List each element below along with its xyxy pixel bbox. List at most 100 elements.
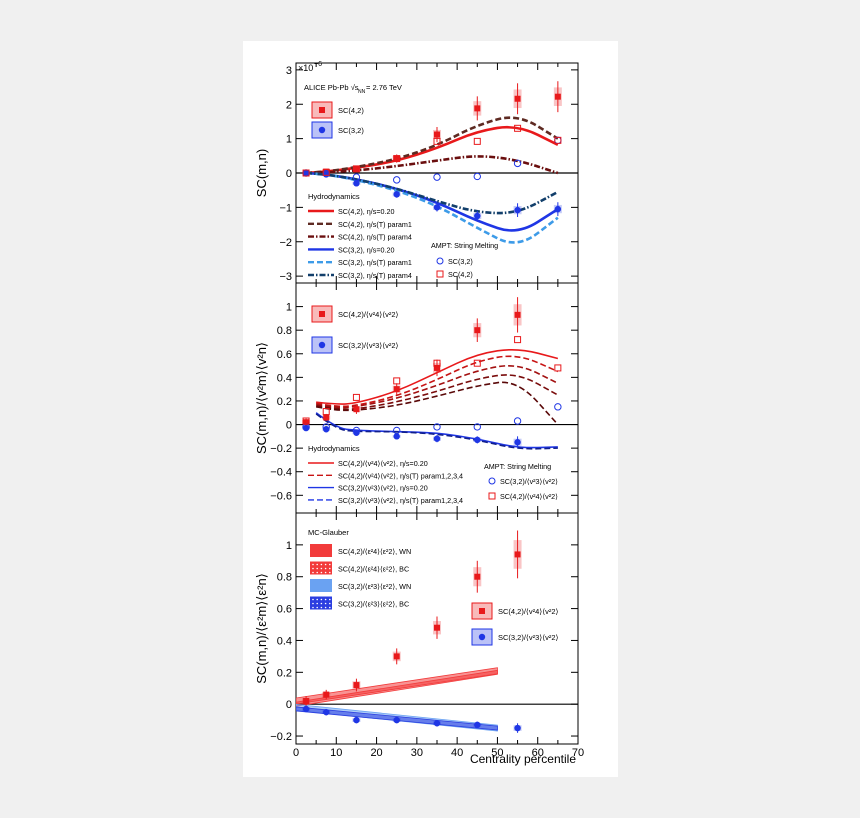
data-point xyxy=(434,364,440,371)
ampt-point xyxy=(433,137,441,145)
data-point xyxy=(353,682,360,689)
legend-swatch-dot xyxy=(312,598,314,601)
ampt-point xyxy=(322,408,330,416)
y-tick-label: −1 xyxy=(279,202,292,214)
data-point xyxy=(433,204,441,211)
ampt-point xyxy=(554,403,562,411)
legend-swatch-dot xyxy=(312,602,314,605)
legend-swatch-dot xyxy=(316,598,318,601)
y-tick-label: 2 xyxy=(286,99,292,111)
ampt-point xyxy=(322,423,330,431)
legend-label: SC(4,2), η/s=0.20 xyxy=(338,207,395,216)
data-point xyxy=(353,429,360,436)
ampt-point xyxy=(513,417,522,425)
panel-header: ALICE Pb-Pb √s xyxy=(304,83,359,92)
legend-label: SC(4,2)/⟨v²4⟩⟨v²2⟩, η/s(T) param1,2,3,4 xyxy=(338,471,463,480)
y-tick-label: 0.4 xyxy=(277,372,292,384)
ampt-point xyxy=(433,173,441,181)
data-point xyxy=(474,105,481,112)
legend-label: SC(3,2), η/s(T) param4 xyxy=(338,271,412,280)
data-point xyxy=(474,327,481,334)
data-point xyxy=(554,205,562,213)
legend-label: SC(4,2), η/s(T) param4 xyxy=(338,233,412,242)
legend-marker xyxy=(436,257,444,265)
x-tick-label: 0 xyxy=(293,747,299,759)
legend-title: Hydrodynamics xyxy=(308,192,360,201)
data-point xyxy=(514,311,521,318)
legend-marker xyxy=(478,633,486,641)
y-axis-label: SC(m,n)/⟨ε²m⟩⟨ε²n⟩ xyxy=(254,573,269,684)
data-point xyxy=(303,697,310,704)
legend-swatch-dot xyxy=(320,563,323,566)
legend-title: AMPT: String Melting xyxy=(431,241,498,250)
legend-label: SC(3,2)/⟨v²3⟩⟨v²2⟩ xyxy=(498,633,559,642)
legend-swatch-dot xyxy=(324,571,327,574)
legend-swatch-dot xyxy=(316,567,318,570)
y-tick-label: 0.2 xyxy=(277,396,292,408)
y-tick-label: −0.4 xyxy=(270,467,292,479)
y-tick-label: 0.8 xyxy=(277,572,292,584)
y-tick-label: 3 xyxy=(286,65,292,77)
legend-swatch-dot xyxy=(324,598,327,601)
model-line xyxy=(305,171,559,244)
legend-marker xyxy=(488,492,496,500)
legend-label: SC(4,2)/⟨v²4⟩⟨v²2⟩ xyxy=(338,310,399,319)
y-axis-label: SC(m,n)/⟨v²m⟩⟨v²n⟩ xyxy=(254,342,269,454)
legend-swatch-dot xyxy=(312,571,314,574)
ampt-point xyxy=(473,359,481,367)
legend-swatch-dot xyxy=(312,567,314,570)
data-point xyxy=(323,426,330,433)
legend-swatch-dot xyxy=(312,563,314,566)
legend-marker xyxy=(318,341,326,349)
ampt-point xyxy=(302,169,310,177)
x-tick-label: 30 xyxy=(411,747,423,759)
x-tick-label: 50 xyxy=(491,747,503,759)
y-axis-label: SC(m,n) xyxy=(254,149,269,197)
data-point xyxy=(303,419,310,426)
y-multiplier-exponent: −6 xyxy=(314,61,322,68)
legend-label: SC(4,2)/⟨ε²4⟩⟨ε²2⟩, BC xyxy=(338,565,409,574)
legend-title: MC-Glauber xyxy=(308,528,349,537)
ampt-point xyxy=(473,423,481,431)
legend-swatch-dot xyxy=(324,563,327,566)
legend-label: SC(4,2)/⟨v²4⟩⟨v²2⟩, η/s=0.20 xyxy=(338,459,428,468)
legend-label: SC(3,2)/⟨ε²3⟩⟨ε²2⟩, BC xyxy=(338,600,409,609)
legend-label: SC(3,2)/⟨v²3⟩⟨v²2⟩ xyxy=(338,341,399,350)
data-point xyxy=(474,436,481,444)
y-tick-label: 1 xyxy=(286,134,292,146)
legend-swatch-dot xyxy=(329,606,331,609)
model-line xyxy=(306,155,559,175)
y-tick-label: 0 xyxy=(286,168,292,180)
data-point xyxy=(433,435,441,442)
legend-swatch-dot xyxy=(329,571,331,574)
legend-swatch-dot xyxy=(329,602,331,605)
data-point xyxy=(514,724,521,732)
legend-marker xyxy=(488,477,496,485)
y-tick-label: 0 xyxy=(286,699,292,711)
data-point xyxy=(353,406,360,413)
data-point xyxy=(353,165,360,172)
ampt-point xyxy=(554,364,562,372)
legend-label: SC(4,2)/⟨v²4⟩⟨v²2⟩ xyxy=(500,492,558,501)
legend-label: SC(3,2)/⟨v²3⟩⟨v²2⟩, η/s(T) param1,2,3,4 xyxy=(338,496,463,505)
y-tick-label: −0.2 xyxy=(270,731,292,743)
data-point xyxy=(323,691,330,698)
data-point xyxy=(514,95,521,102)
ampt-point xyxy=(352,426,361,435)
y-tick-label: 1 xyxy=(286,540,292,552)
y-tick-label: 0.2 xyxy=(277,667,292,679)
x-tick-label: 70 xyxy=(572,747,584,759)
data-point xyxy=(434,131,440,138)
legend-swatch xyxy=(310,579,332,592)
data-point xyxy=(323,171,330,178)
data-point xyxy=(474,212,481,220)
y-tick-label: 0.8 xyxy=(277,325,292,337)
model-line xyxy=(316,381,559,426)
ampt-point xyxy=(554,136,562,144)
legend-label: SC(3,2)/⟨v²3⟩⟨v²2⟩ xyxy=(500,477,558,486)
legend-label: SC(4,2)/⟨ε²4⟩⟨ε²2⟩, WN xyxy=(338,547,411,556)
legend-marker xyxy=(319,311,325,317)
data-point xyxy=(514,439,521,446)
legend-swatch-dot xyxy=(316,606,318,609)
legend-swatch-dot xyxy=(320,567,323,570)
